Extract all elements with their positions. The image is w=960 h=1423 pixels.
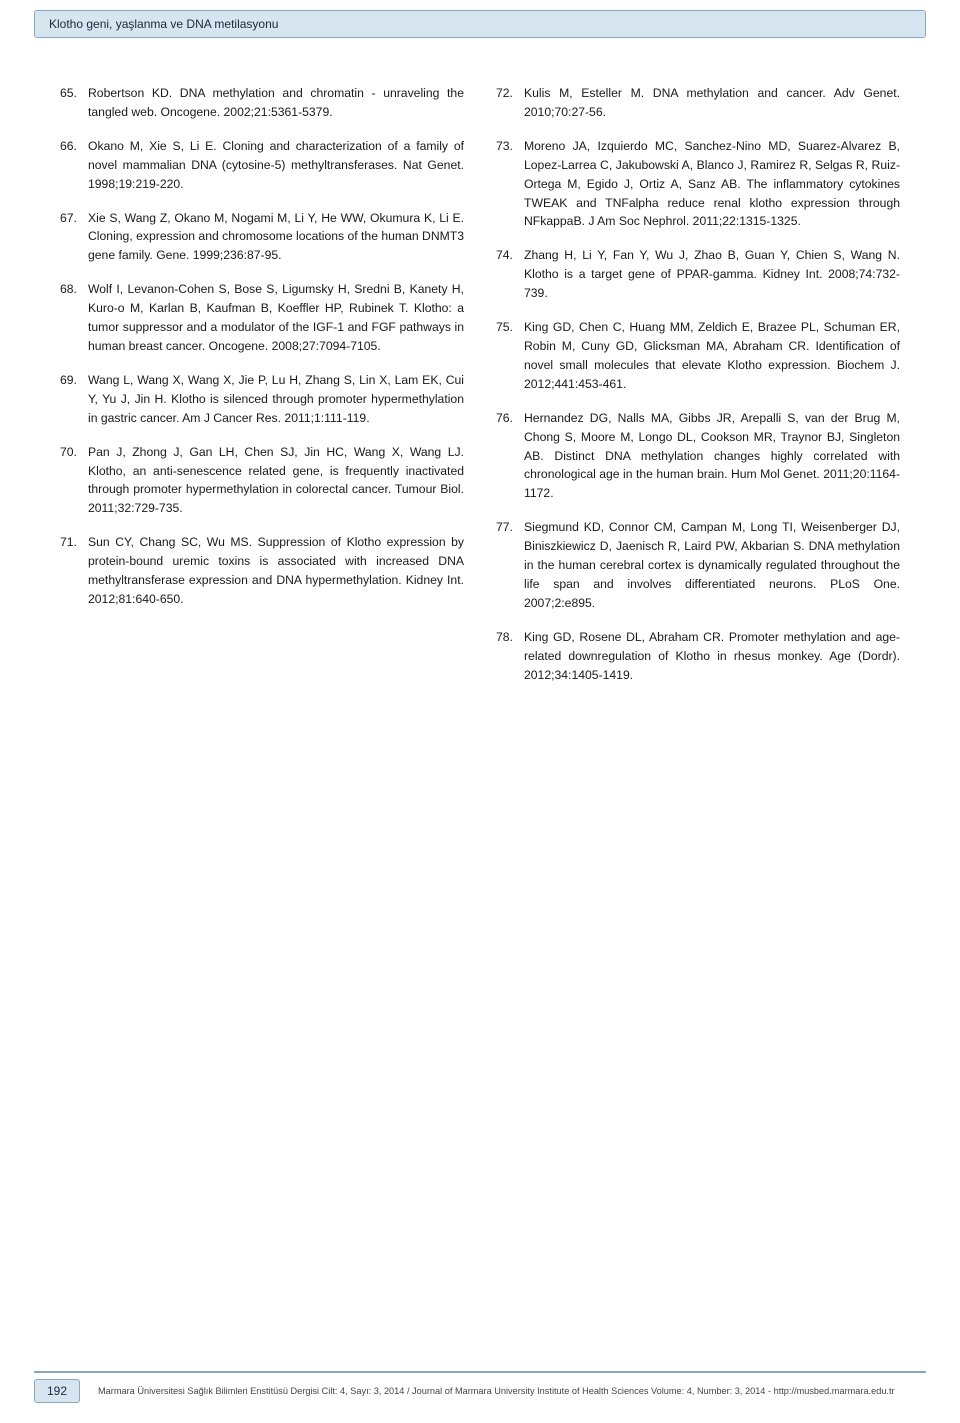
reference-number: 68. bbox=[60, 280, 88, 356]
reference-text: Hernandez DG, Nalls MA, Gibbs JR, Arepal… bbox=[524, 409, 900, 504]
reference-text: Siegmund KD, Connor CM, Campan M, Long T… bbox=[524, 518, 900, 613]
page-footer: 192 Marmara Üniversitesi Sağlık Bilimler… bbox=[34, 1371, 926, 1403]
article-title: Klotho geni, yaşlanma ve DNA metilasyonu bbox=[49, 17, 278, 31]
reference-text: Wolf I, Levanon-Cohen S, Bose S, Ligumsk… bbox=[88, 280, 464, 356]
page-number-badge: 192 bbox=[34, 1379, 80, 1403]
reference-item: 68.Wolf I, Levanon-Cohen S, Bose S, Ligu… bbox=[60, 280, 464, 356]
reference-text: Moreno JA, Izquierdo MC, Sanchez-Nino MD… bbox=[524, 137, 900, 232]
reference-item: 73.Moreno JA, Izquierdo MC, Sanchez-Nino… bbox=[496, 137, 900, 232]
reference-item: 76.Hernandez DG, Nalls MA, Gibbs JR, Are… bbox=[496, 409, 900, 504]
reference-item: 71.Sun CY, Chang SC, Wu MS. Suppression … bbox=[60, 533, 464, 609]
reference-text: Xie S, Wang Z, Okano M, Nogami M, Li Y, … bbox=[88, 209, 464, 266]
references-column-right: 72.Kulis M, Esteller M. DNA methylation … bbox=[496, 84, 900, 699]
reference-number: 70. bbox=[60, 443, 88, 519]
reference-item: 70.Pan J, Zhong J, Gan LH, Chen SJ, Jin … bbox=[60, 443, 464, 519]
reference-text: Kulis M, Esteller M. DNA methylation and… bbox=[524, 84, 900, 122]
reference-number: 75. bbox=[496, 318, 524, 394]
reference-number: 77. bbox=[496, 518, 524, 613]
reference-item: 75.King GD, Chen C, Huang MM, Zeldich E,… bbox=[496, 318, 900, 394]
reference-item: 69.Wang L, Wang X, Wang X, Jie P, Lu H, … bbox=[60, 371, 464, 428]
reference-number: 69. bbox=[60, 371, 88, 428]
references-content: 65.Robertson KD. DNA methylation and chr… bbox=[0, 38, 960, 699]
reference-number: 73. bbox=[496, 137, 524, 232]
reference-item: 65.Robertson KD. DNA methylation and chr… bbox=[60, 84, 464, 122]
reference-item: 77.Siegmund KD, Connor CM, Campan M, Lon… bbox=[496, 518, 900, 613]
reference-number: 71. bbox=[60, 533, 88, 609]
reference-item: 72.Kulis M, Esteller M. DNA methylation … bbox=[496, 84, 900, 122]
reference-number: 67. bbox=[60, 209, 88, 266]
reference-item: 67.Xie S, Wang Z, Okano M, Nogami M, Li … bbox=[60, 209, 464, 266]
reference-text: Robertson KD. DNA methylation and chroma… bbox=[88, 84, 464, 122]
reference-number: 65. bbox=[60, 84, 88, 122]
journal-citation: Marmara Üniversitesi Sağlık Bilimleri En… bbox=[98, 1386, 926, 1396]
reference-text: Zhang H, Li Y, Fan Y, Wu J, Zhao B, Guan… bbox=[524, 246, 900, 303]
reference-text: Wang L, Wang X, Wang X, Jie P, Lu H, Zha… bbox=[88, 371, 464, 428]
reference-number: 72. bbox=[496, 84, 524, 122]
reference-text: King GD, Chen C, Huang MM, Zeldich E, Br… bbox=[524, 318, 900, 394]
reference-text: King GD, Rosene DL, Abraham CR. Promoter… bbox=[524, 628, 900, 685]
article-header-bar: Klotho geni, yaşlanma ve DNA metilasyonu bbox=[34, 10, 926, 38]
reference-number: 76. bbox=[496, 409, 524, 504]
reference-item: 78.King GD, Rosene DL, Abraham CR. Promo… bbox=[496, 628, 900, 685]
reference-text: Okano M, Xie S, Li E. Cloning and charac… bbox=[88, 137, 464, 194]
reference-number: 78. bbox=[496, 628, 524, 685]
reference-item: 74.Zhang H, Li Y, Fan Y, Wu J, Zhao B, G… bbox=[496, 246, 900, 303]
references-column-left: 65.Robertson KD. DNA methylation and chr… bbox=[60, 84, 464, 699]
reference-number: 74. bbox=[496, 246, 524, 303]
reference-text: Sun CY, Chang SC, Wu MS. Suppression of … bbox=[88, 533, 464, 609]
reference-text: Pan J, Zhong J, Gan LH, Chen SJ, Jin HC,… bbox=[88, 443, 464, 519]
reference-number: 66. bbox=[60, 137, 88, 194]
page-number: 192 bbox=[47, 1384, 67, 1398]
reference-item: 66.Okano M, Xie S, Li E. Cloning and cha… bbox=[60, 137, 464, 194]
